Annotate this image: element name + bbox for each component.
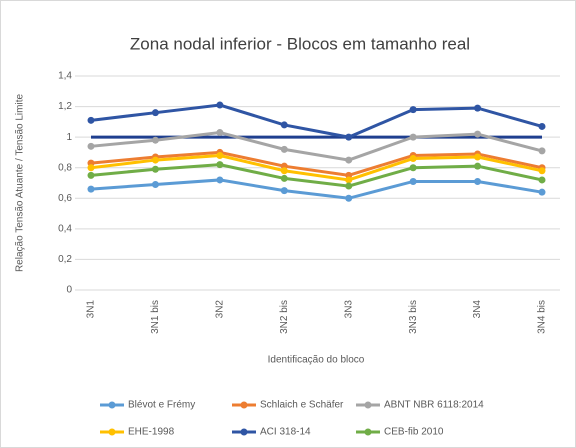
data-point (280, 121, 288, 129)
legend-label: Blévot e Frémy (128, 400, 195, 411)
legend-marker (108, 428, 116, 436)
data-point (409, 133, 417, 141)
data-point (151, 136, 159, 144)
legend-label: CEB-fib 2010 (384, 427, 444, 438)
legend-marker (364, 428, 372, 436)
chart-title: Zona nodal inferior - Blocos em tamanho … (130, 34, 470, 53)
y-tick-label: 1 (66, 132, 72, 143)
y-tick-label: 1,4 (58, 71, 72, 82)
legend-marker (240, 428, 248, 436)
data-point (345, 133, 353, 141)
data-point (280, 167, 288, 175)
data-point (151, 156, 159, 164)
data-point (345, 176, 353, 184)
data-point (474, 177, 482, 185)
data-point (216, 129, 224, 137)
y-axis-title: Relação Tensão Atuante / Tensão Limite (15, 94, 26, 273)
y-tick-label: 1,2 (58, 101, 72, 112)
data-point (409, 155, 417, 163)
data-point (87, 185, 95, 193)
data-point (216, 151, 224, 159)
data-point (409, 106, 417, 114)
series-line (90, 150, 543, 177)
data-point (87, 116, 95, 124)
data-point (409, 177, 417, 185)
data-point (87, 171, 95, 179)
data-point (538, 167, 546, 175)
legend-label: EHE-1998 (128, 427, 175, 438)
data-point (538, 176, 546, 184)
legend-marker (240, 401, 248, 409)
data-point (538, 188, 546, 196)
series-line (90, 178, 543, 200)
x-tick-label: 3N1 (86, 300, 97, 319)
legend-label: Schlaich e Schäfer (260, 400, 344, 411)
legend-label: ACI 318-14 (260, 427, 311, 438)
data-point (216, 101, 224, 109)
data-point (474, 104, 482, 112)
series-line (90, 103, 543, 139)
data-point (345, 194, 353, 202)
data-point (474, 162, 482, 170)
data-point (280, 145, 288, 153)
data-point (538, 122, 546, 130)
data-point (87, 142, 95, 150)
legend-marker (108, 401, 116, 409)
data-point (474, 130, 482, 138)
legend-marker (364, 401, 372, 409)
x-tick-label: 3N2 (214, 300, 225, 319)
data-point (280, 187, 288, 195)
data-point (538, 147, 546, 155)
data-point (216, 161, 224, 169)
y-tick-label: 0,2 (58, 254, 72, 265)
data-point (409, 164, 417, 172)
data-point (474, 153, 482, 161)
data-point (151, 109, 159, 117)
x-tick-label: 3N1 bis (150, 300, 161, 334)
data-point (151, 165, 159, 173)
data-point (87, 164, 95, 172)
series-line (90, 131, 543, 162)
series-line (90, 153, 543, 182)
y-tick-label: 0 (66, 285, 72, 296)
x-tick-label: 3N2 bis (279, 300, 290, 334)
data-point (216, 176, 224, 184)
y-tick-label: 0,4 (58, 223, 72, 234)
y-tick-label: 0,8 (58, 162, 72, 173)
data-point (345, 156, 353, 164)
x-axis-title: Identificação do bloco (268, 355, 365, 366)
series-line (90, 163, 543, 188)
data-point (151, 181, 159, 189)
x-tick-label: 3N4 (472, 300, 483, 319)
x-tick-label: 3N4 bis (537, 300, 548, 334)
x-tick-label: 3N3 (343, 300, 354, 319)
data-point (345, 182, 353, 190)
x-tick-label: 3N3 bis (408, 300, 419, 334)
data-point (280, 174, 288, 182)
legend-label: ABNT NBR 6118:2014 (384, 400, 484, 411)
y-tick-label: 0,6 (58, 193, 72, 204)
